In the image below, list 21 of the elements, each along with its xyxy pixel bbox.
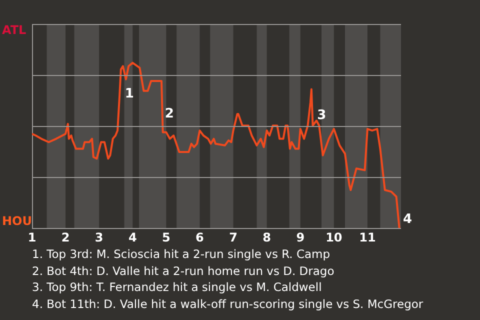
annotation: 3 — [317, 108, 326, 124]
x-tick-label: 2 — [61, 230, 70, 244]
x-tick-label: 10 — [326, 230, 342, 244]
x-tick-label: 11 — [359, 230, 376, 244]
annotation: 1 — [124, 86, 134, 102]
text: 2. Bot 4th: D. Valle hit a 2-run home run vs D. Drago — [32, 262, 336, 279]
text: 4. Bot 11th: D. Valle hit a walk-off run-scoring single vs S. McGregor — [32, 296, 424, 312]
x-tick-label: 4 — [128, 230, 137, 244]
x-tick-label: 6 — [196, 230, 204, 244]
x-tick-label: 9 — [296, 230, 305, 244]
x-tick-label: 3 — [94, 230, 104, 244]
x-tick-label: 1 — [28, 230, 36, 244]
text: HOU — [2, 214, 32, 228]
text: ATL — [2, 23, 26, 37]
annotation: 2 — [164, 106, 174, 122]
annotation: 4 — [403, 212, 412, 228]
text: 1. Top 3rd: M. Scioscia hit a 2-run single vs R. Camp — [32, 246, 332, 262]
x-tick-label: 7 — [229, 230, 238, 244]
text: 3. Top 9th: T. Fernandez hit a single vs M. Caldwell — [32, 279, 323, 296]
x-tick-label: 5 — [162, 230, 170, 244]
x-tick-label: 8 — [262, 230, 271, 244]
